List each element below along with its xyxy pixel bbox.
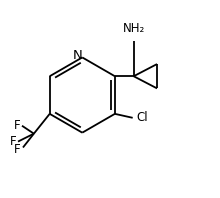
Text: Cl: Cl (137, 111, 148, 124)
Text: NH₂: NH₂ (123, 22, 145, 35)
Text: F: F (9, 135, 16, 148)
Text: F: F (14, 143, 21, 156)
Text: N: N (73, 49, 83, 62)
Text: F: F (13, 119, 20, 132)
